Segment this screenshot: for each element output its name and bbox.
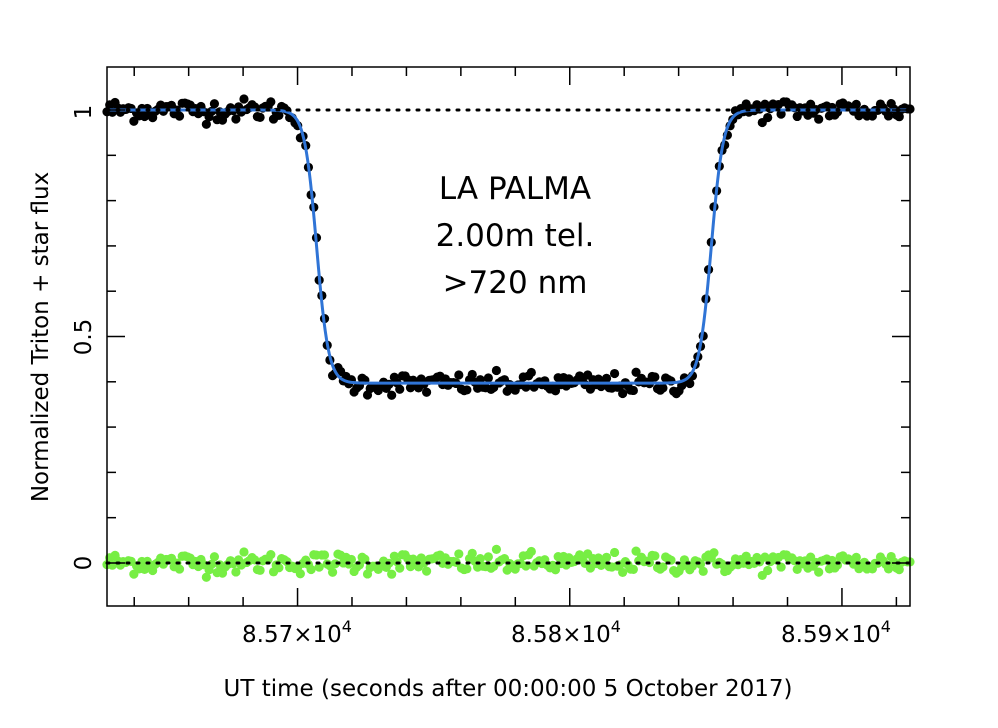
residual-point (209, 552, 220, 562)
residual-point (550, 565, 561, 575)
residual-point (454, 549, 464, 559)
residual-point (360, 554, 370, 564)
flux-point (776, 109, 786, 119)
x-tick-labels: 8.57×104 8.58×104 8.59×104 (242, 617, 891, 648)
residual-point (467, 548, 477, 558)
residual-point (387, 569, 397, 579)
residual-point (295, 569, 305, 579)
residual-point (650, 551, 660, 561)
residual-point (274, 563, 284, 573)
x-tick-label: 8.58×104 (511, 617, 621, 648)
flux-point (521, 382, 531, 392)
residual-point (658, 562, 668, 572)
residual-point (763, 565, 773, 576)
flux-point (851, 99, 861, 109)
residual-point (814, 567, 824, 577)
flux-point (395, 384, 405, 394)
residual-point (776, 562, 786, 572)
flux-point (526, 367, 536, 378)
flux-point (491, 365, 502, 376)
y-tick-label: 0.5 (71, 319, 97, 356)
residual-point (491, 544, 502, 554)
residual-point (174, 564, 185, 574)
flux-point (658, 383, 668, 393)
residual-point (601, 552, 612, 562)
residual-point (327, 567, 338, 577)
residual-point (266, 550, 276, 560)
flux-point (421, 387, 432, 397)
flux-point (255, 112, 265, 122)
flux-point (685, 378, 695, 389)
residual-point (628, 564, 638, 574)
flux-point (467, 369, 477, 380)
flux-point (274, 110, 284, 120)
flux-point (894, 112, 904, 122)
y-tick-label: 1 (71, 105, 97, 120)
flux-point (631, 367, 641, 377)
plot-frame (106, 66, 911, 607)
flux-point (883, 111, 894, 121)
y-axis-title: Normalized Triton + star flux (28, 172, 54, 502)
residual-point (698, 566, 708, 576)
residual-point (239, 547, 249, 557)
x-tick-label: 8.57×104 (242, 617, 352, 648)
flux-point (266, 97, 276, 107)
residual-point (475, 554, 485, 564)
annotation-line: 2.00m tel. (436, 218, 595, 254)
residual-point (421, 566, 432, 576)
residual-point (709, 548, 719, 558)
flux-point (231, 114, 241, 124)
flux-point (550, 386, 561, 396)
residual-point (319, 550, 330, 560)
residual-point (255, 565, 265, 575)
residual-point (231, 567, 241, 577)
x-axis-title: UT time (seconds after 00:00:00 5 Octobe… (224, 676, 793, 702)
annotation-line: LA PALMA (439, 171, 591, 207)
flux-point (601, 373, 612, 383)
flux-point (201, 119, 211, 129)
residual-point (883, 564, 894, 574)
y-tick-label: 0 (71, 556, 97, 571)
flux-point (174, 111, 185, 121)
flux-point (483, 373, 493, 383)
residual-point (894, 565, 904, 575)
flux-point (650, 372, 660, 382)
residual-point (314, 562, 324, 572)
flux-point (609, 368, 620, 379)
residual-point (395, 563, 405, 573)
residual-point (609, 547, 620, 558)
flux-point (239, 94, 249, 104)
axis-ticks (107, 67, 910, 606)
flux-point (763, 112, 773, 123)
residual-point (462, 564, 472, 574)
annotation-line: >720 nm (443, 265, 588, 301)
residual-point (483, 552, 493, 562)
residual-point (851, 552, 861, 562)
flux-point (387, 390, 397, 400)
flux-point (628, 385, 638, 396)
residual-point (631, 546, 641, 556)
residual-point (618, 567, 628, 578)
residual-point (306, 564, 316, 575)
residual-point (201, 572, 211, 582)
x-tick-label: 8.59×104 (781, 617, 891, 648)
flux-point (462, 385, 472, 395)
flux-point (454, 370, 464, 380)
y-tick-labels: 0 0.5 1 (71, 105, 97, 571)
residual-point (526, 546, 536, 557)
annotation-block: LA PALMA 2.00m tel. >720 nm (436, 171, 595, 301)
flux-point (814, 114, 824, 124)
flux-point (209, 99, 220, 109)
flux-point (618, 388, 628, 399)
